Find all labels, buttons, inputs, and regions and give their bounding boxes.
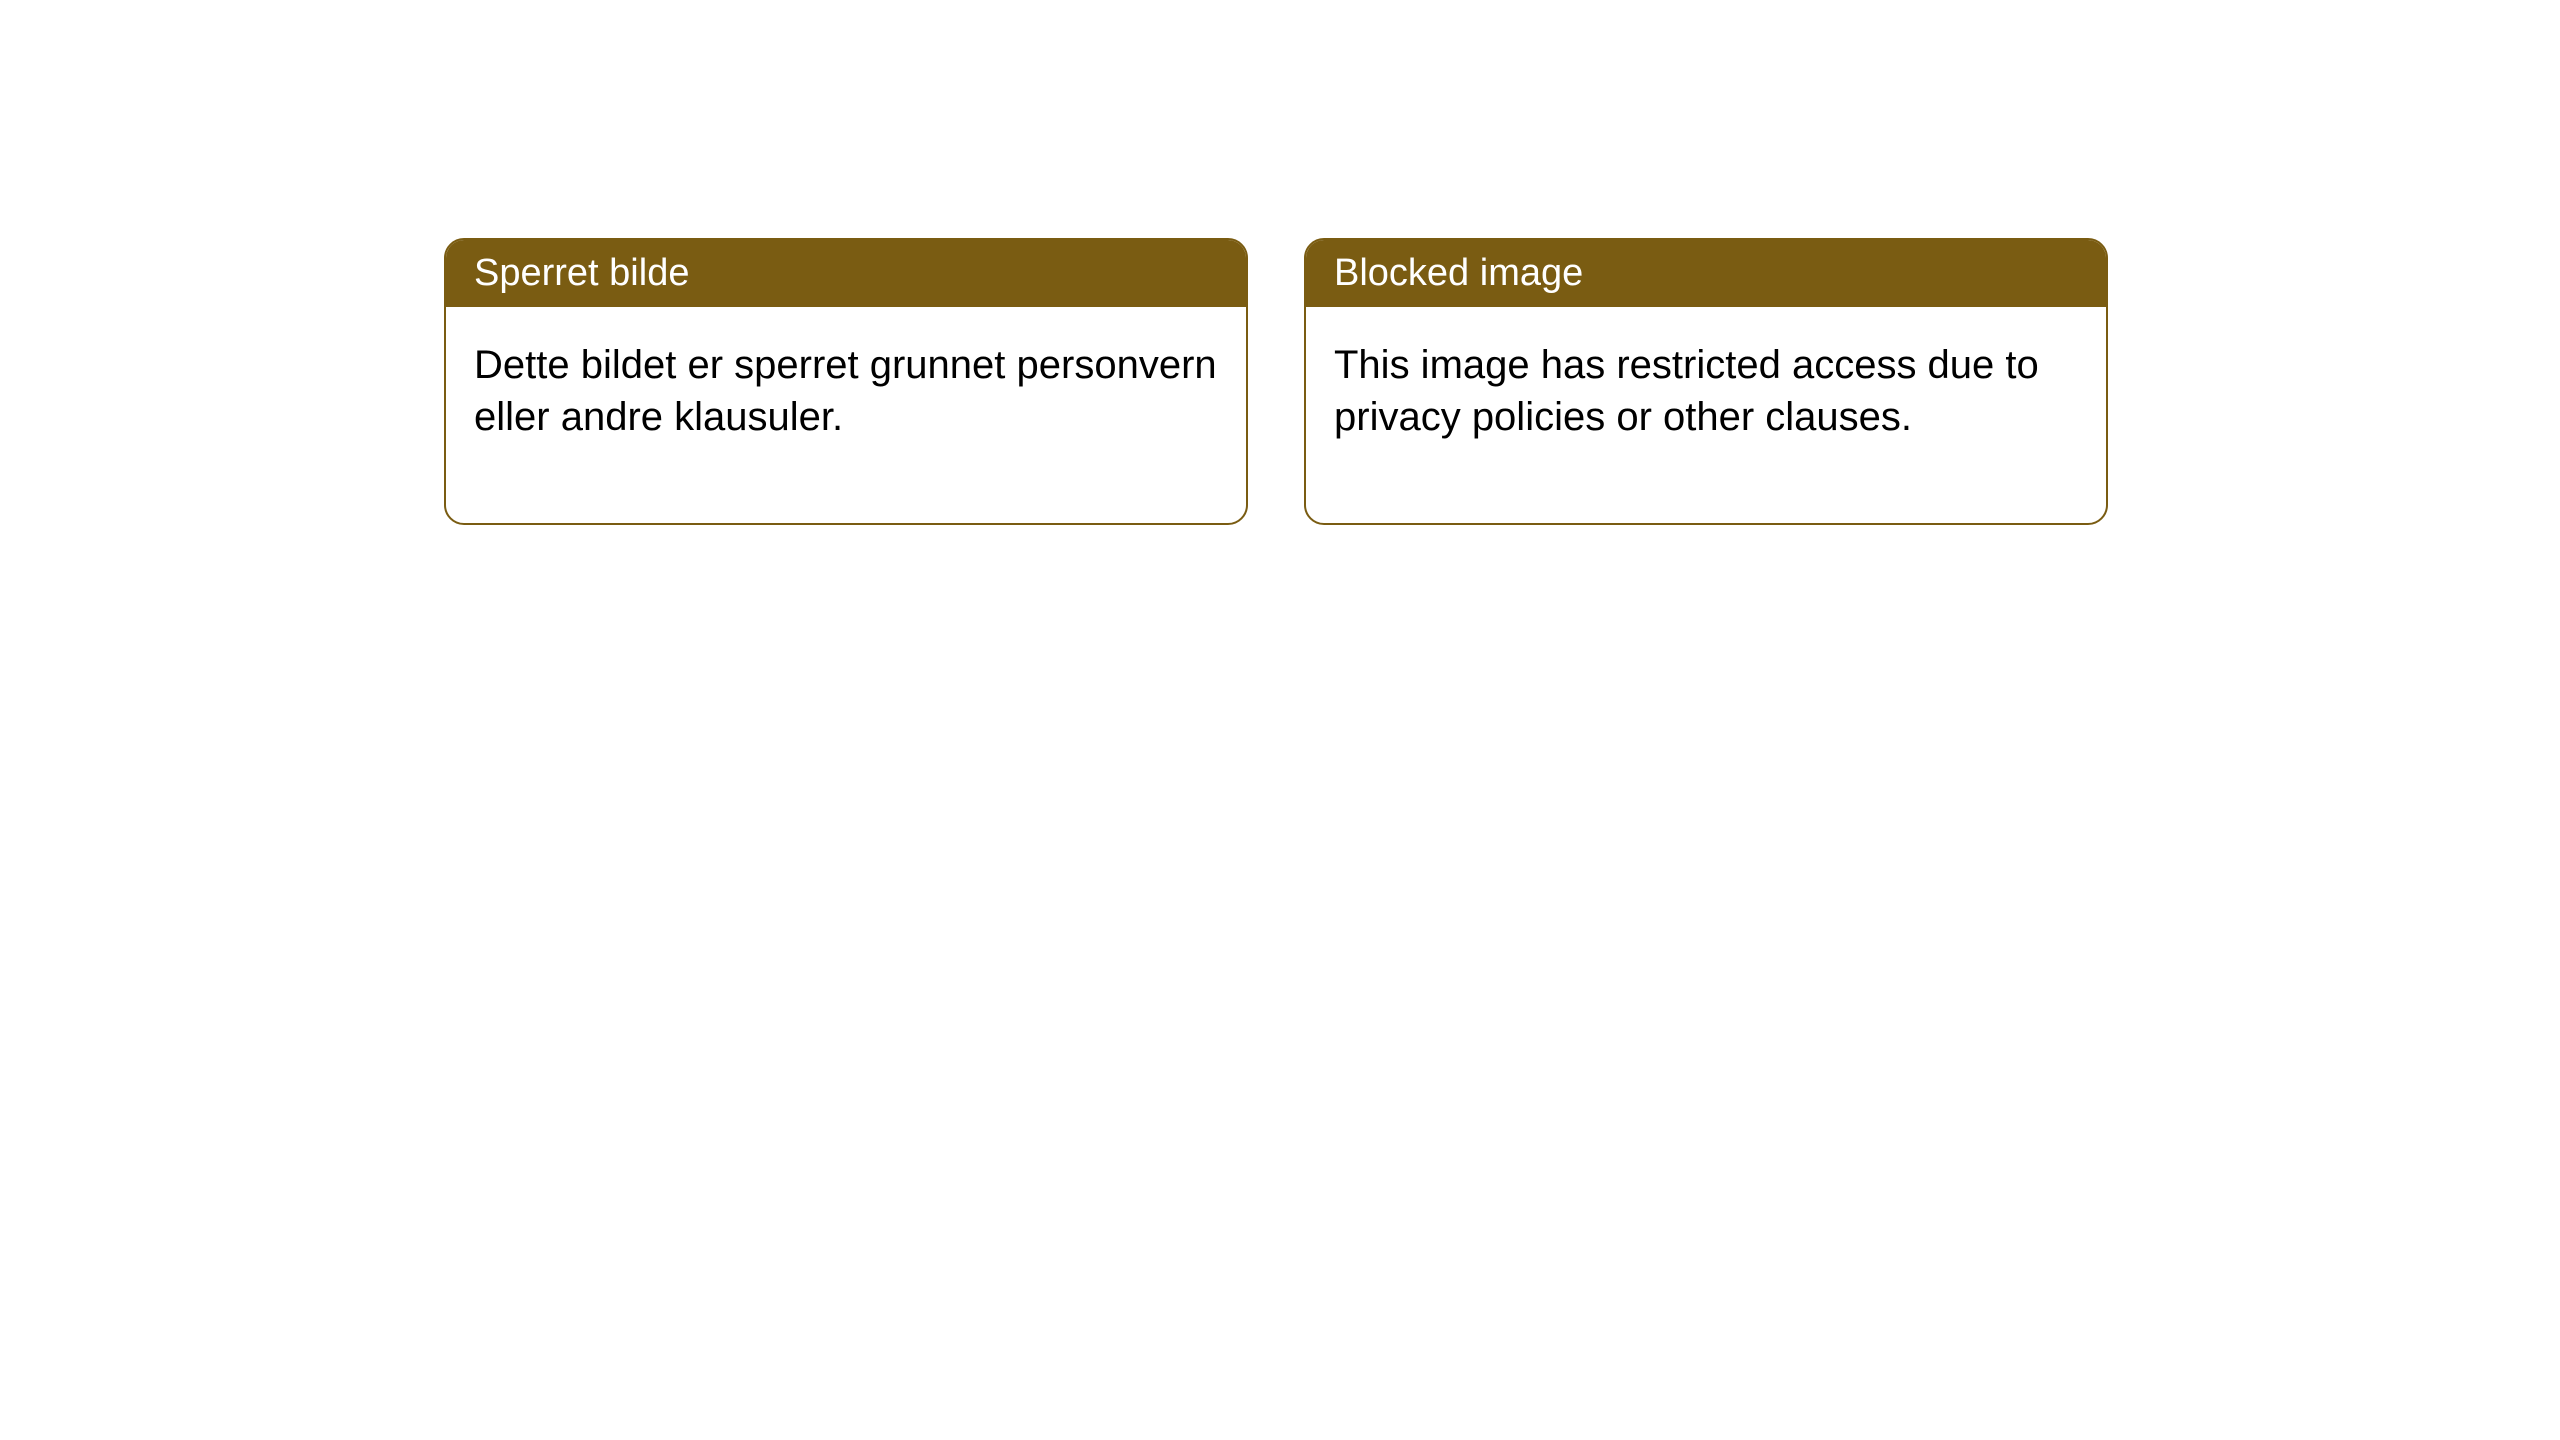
notice-card-norwegian: Sperret bilde Dette bildet er sperret gr…: [444, 238, 1248, 525]
card-header: Sperret bilde: [446, 240, 1246, 307]
notice-card-english: Blocked image This image has restricted …: [1304, 238, 2108, 525]
notice-cards-container: Sperret bilde Dette bildet er sperret gr…: [444, 238, 2108, 525]
card-title: Blocked image: [1334, 252, 1583, 294]
card-body-text: Dette bildet er sperret grunnet personve…: [474, 343, 1217, 439]
card-body: Dette bildet er sperret grunnet personve…: [446, 307, 1246, 523]
card-body-text: This image has restricted access due to …: [1334, 343, 2039, 439]
card-title: Sperret bilde: [474, 252, 689, 294]
card-body: This image has restricted access due to …: [1306, 307, 2106, 523]
card-header: Blocked image: [1306, 240, 2106, 307]
